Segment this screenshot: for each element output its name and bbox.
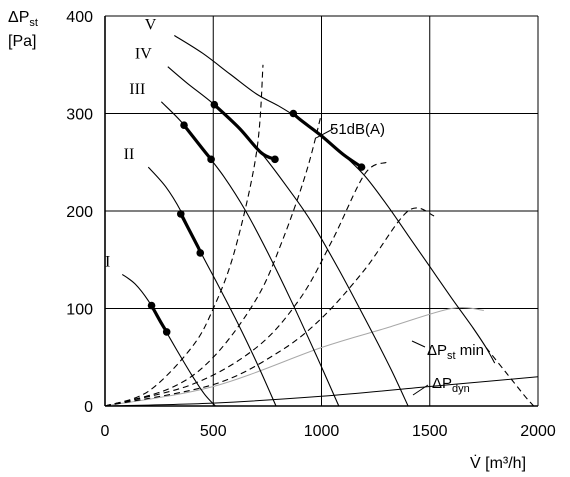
- tick-labels: 0 500 1000 1500 2000 0 100 200 300 400: [66, 9, 556, 440]
- operating-range: [182, 123, 213, 161]
- operating-point: [176, 210, 185, 218]
- system-curve: [104, 113, 323, 407]
- operating-point: [147, 301, 156, 310]
- operating-point: [271, 155, 279, 164]
- operating-point: [162, 328, 171, 336]
- curve-label-iv: IV: [135, 46, 152, 63]
- y-tick-label: 100: [66, 302, 93, 319]
- x-tick-label: 1500: [412, 423, 448, 440]
- operating-point: [196, 249, 205, 257]
- x-axis-label: V̇ [m³/h]: [470, 454, 526, 472]
- y-tick-label: 400: [66, 9, 93, 26]
- fan-curve-iv: [167, 66, 409, 407]
- fan-curve-iii: [160, 101, 340, 407]
- x-tick-label: 500: [200, 423, 227, 440]
- system-curve: [104, 64, 264, 407]
- curve-label-iii: III: [129, 81, 145, 98]
- fan-curve-v: [174, 35, 496, 364]
- db-annotation: 51dB(A): [330, 121, 385, 138]
- operating-point: [289, 109, 298, 118]
- curve-label-i: I: [105, 253, 110, 270]
- operating-point: [210, 100, 219, 109]
- x-tick-label: 2000: [520, 423, 556, 440]
- operating-range: [149, 304, 169, 334]
- system-curve: [104, 207, 435, 407]
- x-tick-label: 1000: [304, 423, 340, 440]
- x-tick-label: 0: [101, 423, 110, 440]
- operating-range: [212, 103, 277, 161]
- y-tick-label: 300: [66, 107, 93, 124]
- y-tick-label: 0: [84, 399, 93, 416]
- operating-range: [291, 111, 364, 169]
- dpdyn-curve: [104, 376, 539, 407]
- curve-label-ii: II: [124, 146, 135, 163]
- db-leader: [315, 128, 334, 139]
- operating-point: [357, 163, 366, 171]
- dpst-min-leader: [411, 340, 426, 348]
- y-axis-unit: [Pa]: [8, 33, 36, 50]
- dpdyn-annotation: ΔPdyn: [432, 375, 470, 395]
- curve-label-v: V: [145, 17, 157, 34]
- fan-curve-tail: [485, 347, 535, 407]
- fan-curve-ii: [147, 166, 277, 407]
- operating-range: [179, 212, 202, 255]
- dpst-min-annotation: ΔPst min: [427, 342, 484, 362]
- dpst-min-curve: [104, 307, 484, 407]
- operating-point: [207, 155, 215, 164]
- fan-curve-i: [121, 273, 216, 407]
- y-tick-label: 200: [66, 204, 93, 221]
- system-curve: [104, 161, 387, 407]
- dpdyn-leader: [412, 384, 429, 396]
- y-axis-label: ΔPst: [8, 9, 38, 29]
- operating-point: [180, 121, 188, 129]
